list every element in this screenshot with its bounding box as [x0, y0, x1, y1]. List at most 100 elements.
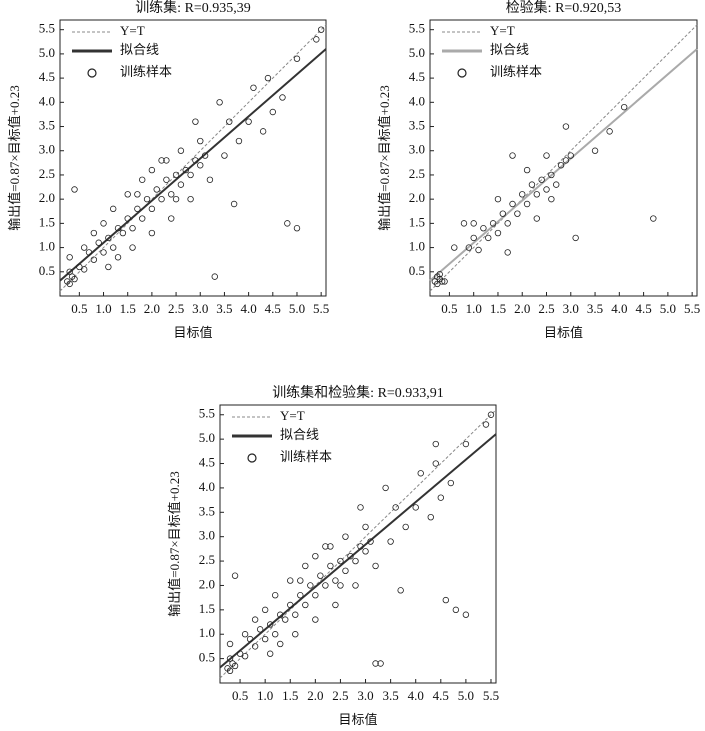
- x-tick-label: 2.5: [538, 301, 554, 316]
- sample-point: [504, 220, 511, 227]
- chart-title: 训练集: R=0.935,39: [135, 0, 251, 16]
- x-tick-label: 5.5: [483, 688, 499, 703]
- y-tick-label: 2.5: [199, 552, 215, 567]
- sample-point: [451, 244, 458, 251]
- sample-point: [523, 200, 531, 208]
- y-tick-label: 4.0: [199, 479, 215, 494]
- sample-point: [362, 548, 369, 555]
- x-tick-label: 3.5: [587, 301, 603, 316]
- sample-point: [470, 234, 477, 242]
- sample-point: [66, 268, 73, 275]
- sample-point: [148, 205, 156, 213]
- x-tick-label: 0.5: [232, 688, 248, 703]
- sample-point: [134, 191, 141, 198]
- sample-point: [261, 635, 269, 643]
- sample-point: [482, 421, 490, 428]
- sample-point: [313, 36, 320, 43]
- x-tick-label: 2.5: [168, 301, 184, 316]
- sample-point: [567, 152, 574, 159]
- sample-point: [462, 440, 470, 448]
- sample-point: [251, 616, 259, 623]
- sample-point: [293, 225, 301, 232]
- sample-point: [114, 254, 122, 261]
- x-tick-label: 5.0: [458, 688, 474, 703]
- sample-point: [250, 84, 257, 91]
- sample-point: [266, 621, 274, 628]
- x-tick-label: 5.5: [313, 301, 329, 316]
- y-tick-label: 4.5: [39, 69, 55, 84]
- sample-point: [312, 552, 319, 560]
- sample-point: [251, 643, 259, 650]
- sample-point: [470, 220, 477, 227]
- sample-point: [236, 650, 244, 657]
- sample-point: [543, 152, 550, 159]
- sample-point: [462, 611, 470, 618]
- y-tick-label: 3.0: [409, 142, 425, 157]
- sample-point: [129, 225, 136, 232]
- y-tick-label: 5.5: [39, 21, 55, 36]
- sample-point: [256, 626, 264, 633]
- sample-point: [342, 567, 349, 575]
- sample-point: [279, 94, 286, 101]
- sample-point: [504, 249, 511, 256]
- sample-point: [382, 484, 389, 492]
- sample-point: [192, 118, 199, 125]
- sample-point: [129, 244, 136, 251]
- x-axis-label: 目标值: [544, 325, 583, 340]
- sample-point: [337, 557, 344, 565]
- sample-point: [192, 157, 199, 164]
- sample-point: [412, 504, 419, 511]
- plot-frame: [59, 19, 327, 297]
- sample-point: [317, 26, 325, 33]
- sample-point: [620, 103, 628, 111]
- y-tick-label: 5.0: [199, 430, 215, 445]
- panel: 训练集: R=0.935,39 0.5 1.0 1.5 2.0 2.5 3.0 3.5 4.0 4…: [7, 0, 329, 340]
- sample-point: [447, 479, 455, 487]
- legend-swatch: [457, 68, 467, 78]
- y-tick-label: 3.0: [39, 142, 55, 157]
- y-tick-label: 5.5: [409, 21, 425, 36]
- sample-point: [509, 152, 516, 159]
- sample-point: [312, 616, 319, 623]
- sample-point: [572, 234, 579, 242]
- sample-point: [327, 543, 334, 550]
- sample-point: [297, 592, 304, 599]
- sample-point: [342, 533, 349, 540]
- sample-point: [264, 74, 272, 82]
- x-tick-label: 3.5: [382, 688, 398, 703]
- sample-point: [297, 577, 304, 584]
- x-tick-label: 2.5: [332, 688, 348, 703]
- x-tick-label: 4.5: [433, 688, 449, 703]
- sample-point: [284, 220, 291, 227]
- sample-point: [158, 157, 165, 164]
- y-axis-label: 输出值=0.87×目标值+0.23: [167, 471, 182, 617]
- sample-point: [514, 210, 521, 217]
- sample-point: [480, 225, 487, 232]
- sample-point: [427, 513, 434, 521]
- sample-point: [168, 191, 175, 198]
- sample-point: [302, 601, 309, 609]
- x-axis-label: 目标值: [173, 325, 212, 340]
- sample-point: [367, 538, 374, 545]
- sample-point: [352, 582, 359, 589]
- y-tick-label: 5.0: [409, 45, 425, 60]
- fit-line: [429, 24, 698, 292]
- sample-point: [292, 631, 299, 638]
- x-tick-label: 3.0: [357, 688, 373, 703]
- sample-point: [475, 246, 482, 254]
- sample-point: [114, 225, 122, 232]
- y-tick-label: 1.5: [409, 214, 425, 229]
- x-tick-label: 1.5: [282, 688, 298, 703]
- x-tick-label: 4.0: [240, 301, 256, 316]
- sample-point: [269, 108, 276, 116]
- legend-label: 训练样本: [280, 449, 332, 464]
- sample-point: [172, 195, 180, 203]
- sample-point: [553, 181, 560, 188]
- sample-point: [494, 229, 502, 237]
- sample-point: [206, 176, 214, 183]
- sample-point: [432, 460, 439, 467]
- sample-point: [153, 186, 160, 193]
- sample-point: [231, 662, 239, 670]
- sample-point: [557, 162, 565, 169]
